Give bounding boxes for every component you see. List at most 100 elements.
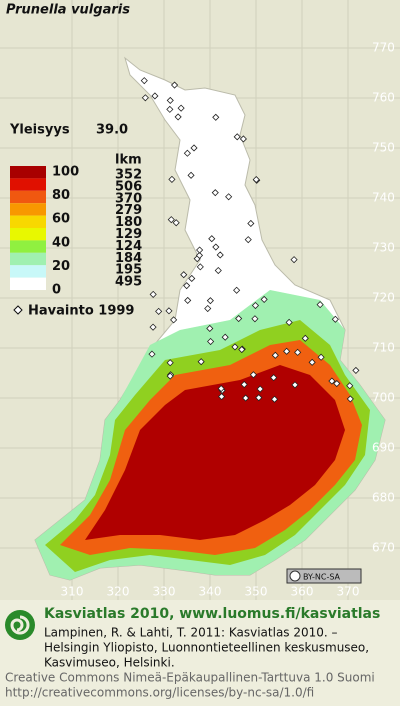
observation-marker <box>218 393 226 401</box>
legend: 100 80 60 40 20 0 3525063702791801291241841954… <box>10 165 142 298</box>
observation-marker <box>231 343 239 351</box>
observation-marker <box>214 266 222 275</box>
observation-marker <box>252 176 260 184</box>
x-grid-label: 360 <box>291 585 314 599</box>
legend-scale-label: 60 <box>52 212 70 227</box>
legend-scale-label: 80 <box>52 188 70 203</box>
observation-marker <box>195 251 204 259</box>
legend-swatch <box>10 203 46 216</box>
x-grid-label: 370 <box>337 585 360 599</box>
observation-marker <box>206 324 214 333</box>
observation-marker <box>187 171 195 179</box>
observation-marker <box>260 295 268 303</box>
observation-marker <box>172 219 180 227</box>
observation-marker <box>316 301 324 309</box>
observation-marker <box>197 358 205 366</box>
observation-marker <box>346 382 354 390</box>
observation-marker <box>168 175 176 183</box>
observation-marker <box>221 333 229 341</box>
observation-marker <box>249 371 258 379</box>
legend-header: lkm <box>115 153 142 168</box>
x-grid-label: 330 <box>153 585 176 599</box>
logo <box>5 610 35 640</box>
frequency-label: Yleisyys <box>9 123 70 138</box>
legend-swatch <box>10 228 46 241</box>
observation-marker <box>233 286 241 294</box>
citation-line: Lampinen, R. & Lahti, T. 2011: Kasviatla… <box>44 626 338 640</box>
y-grid-label: 730 <box>372 241 395 255</box>
observation-marker <box>242 394 250 402</box>
badge-box <box>286 568 362 584</box>
observation-marker <box>155 307 163 315</box>
x-grid-label: 350 <box>245 585 268 599</box>
observation-marker <box>233 133 241 141</box>
observation-marker <box>151 92 159 100</box>
observation-marker <box>190 144 198 152</box>
legend-scale-label: 20 <box>52 259 70 274</box>
observation-marker <box>251 301 260 310</box>
observation-marker <box>225 193 233 201</box>
species-title: Prunella vulgaris <box>6 3 130 18</box>
observation-marker <box>235 314 243 323</box>
observation-marker <box>255 394 263 402</box>
observation-marker <box>251 315 259 323</box>
observation-marker <box>174 113 182 121</box>
observation-marker <box>212 243 220 251</box>
legend-count: 495 <box>115 275 142 290</box>
legend-swatch <box>10 265 46 278</box>
legend-swatch <box>10 252 46 266</box>
legend-swatch <box>10 215 46 228</box>
legend-scale-label: 100 <box>52 165 79 180</box>
badge-text: BY-NC-SA <box>303 573 341 582</box>
observation-marker <box>196 263 204 271</box>
observation-marker <box>271 351 279 359</box>
legend-count: 506 <box>115 179 142 194</box>
x-grid-label: 310 <box>61 585 84 599</box>
citation-line: Helsingin Yliopisto, Luonnontieteellinen… <box>44 641 369 655</box>
legend-scale-label: 40 <box>52 235 70 250</box>
legend-swatch <box>10 166 46 179</box>
observation-marker <box>208 235 216 243</box>
observation-marker <box>165 307 173 315</box>
observation-marker <box>217 385 225 393</box>
observation-marker <box>167 216 175 224</box>
y-grid-label: 710 <box>372 341 395 355</box>
legend-count: 124 <box>115 239 142 254</box>
logo-circle <box>5 610 35 640</box>
observation-marker <box>184 296 192 304</box>
observation-marker <box>177 104 185 112</box>
observation-marker <box>238 345 246 354</box>
observation-marker <box>352 366 360 374</box>
observation-marker <box>183 282 191 290</box>
observation-marker <box>270 395 279 403</box>
observation-marker <box>188 274 196 283</box>
footer-heading: Kasviatlas 2010, www.luomus.fi/kasviatla… <box>44 606 380 622</box>
y-grid-label: 750 <box>372 141 395 155</box>
legend-count: 129 <box>115 227 142 242</box>
logo-swirl <box>10 615 30 635</box>
legend-swatch <box>10 240 46 253</box>
frequency-value: 39.0 <box>96 123 128 138</box>
observation-marker <box>290 256 298 264</box>
observation-marker <box>141 94 149 102</box>
x-grid-label: 340 <box>199 585 222 599</box>
observation-marker <box>331 315 339 323</box>
observation-marker <box>285 318 293 326</box>
legend-count: 184 <box>115 251 142 266</box>
observation-marker <box>333 379 341 388</box>
observation-marker <box>170 316 178 324</box>
observation-marker <box>216 251 224 259</box>
y-grid-label: 680 <box>372 491 395 505</box>
observation-marker <box>166 372 174 380</box>
observation-marker <box>149 323 157 331</box>
observation-symbol <box>13 305 23 315</box>
legend-swatch <box>10 178 46 191</box>
observation-marker <box>346 395 354 403</box>
observation-marker <box>294 348 302 356</box>
footer: Lampinen, R. & Lahti, T. 2011: Kasviatla… <box>5 626 375 700</box>
observation-marker <box>196 246 204 254</box>
observation-marker <box>244 236 252 244</box>
observation-marker <box>239 135 247 143</box>
observation-marker <box>247 219 255 228</box>
